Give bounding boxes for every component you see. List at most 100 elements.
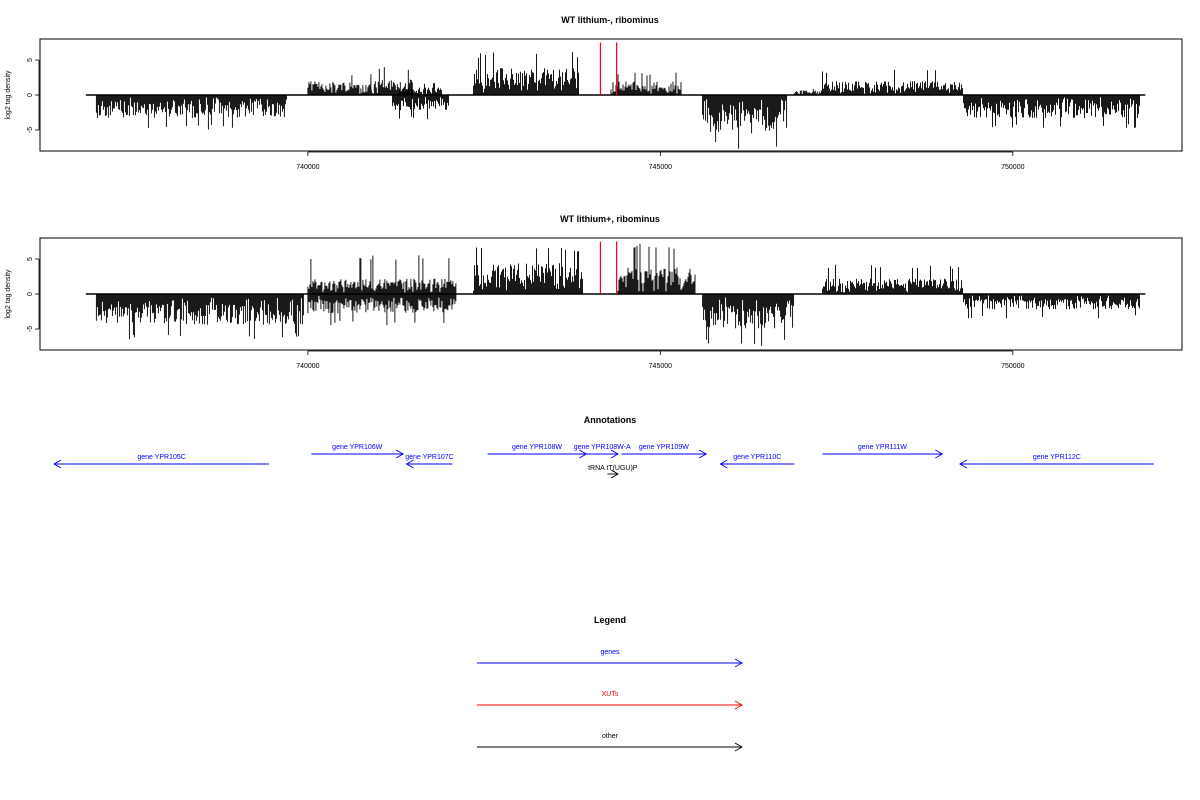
panel-1: WT lithium-, ribominus log2 tag density … xyxy=(5,15,1183,171)
arrowhead-icon xyxy=(53,459,62,469)
x-tick-label: 750000 xyxy=(1001,363,1024,370)
arrowhead-icon xyxy=(734,742,743,752)
signal-bars xyxy=(399,83,442,95)
panel-1-title: WT lithium-, ribominus xyxy=(561,15,659,25)
feature-label: gene YPR110C xyxy=(733,454,781,461)
signal-segment xyxy=(793,89,823,95)
panel-2-x-axis: 740000 745000 750000 xyxy=(296,350,1025,370)
panel-1-signal xyxy=(85,52,1146,149)
arrowhead-icon xyxy=(959,459,968,469)
annotation-feature: gene YPR108W xyxy=(487,444,588,459)
x-tick-label: 740000 xyxy=(296,363,319,370)
signal-segment xyxy=(822,264,963,294)
signal-segment xyxy=(95,294,304,340)
y-tick-label: -5 xyxy=(27,127,34,133)
x-tick-label: 745000 xyxy=(649,363,672,370)
annotation-feature: gene YPR110C xyxy=(719,454,795,469)
panel-2-ylabel: log2 tag density xyxy=(5,269,12,319)
signal-bars xyxy=(307,294,457,326)
panel-2: WT lithium+, ribominus log2 tag density … xyxy=(5,214,1183,370)
y-tick-label: 0 xyxy=(27,292,34,296)
signal-segment xyxy=(963,95,1140,128)
signal-segment xyxy=(473,52,579,95)
feature-label: tRNA tT(UGU)P xyxy=(588,465,638,472)
feature-label: gene YPR108W-A xyxy=(574,444,631,451)
arrowhead-icon xyxy=(610,469,619,479)
annotation-feature: gene YPR108W-A xyxy=(574,444,631,459)
signal-bars xyxy=(617,243,696,294)
signal-segment xyxy=(392,95,449,120)
annotation-features: gene YPR105C gene YPR106W gene YPR107C gene… xyxy=(53,444,1154,479)
signal-bars xyxy=(822,264,963,294)
signal-segment xyxy=(307,255,457,294)
signal-segment xyxy=(702,95,788,149)
panel-2-xut-marks xyxy=(599,241,618,294)
y-tick-label: 5 xyxy=(27,257,34,261)
arrowhead-icon xyxy=(405,459,414,469)
arrowhead-icon xyxy=(734,700,743,710)
feature-label: gene YPR107C xyxy=(405,454,454,461)
panel-1-x-axis: 740000 745000 750000 xyxy=(296,151,1025,171)
arrowhead-icon xyxy=(395,449,404,459)
feature-label: gene YPR105C xyxy=(137,454,186,461)
signal-bars xyxy=(610,72,682,95)
legend-item: other xyxy=(477,733,743,752)
signal-bars xyxy=(963,95,1140,128)
x-tick-label: 745000 xyxy=(649,164,672,171)
feature-label: gene YPR106W xyxy=(332,444,382,451)
signal-bars xyxy=(793,89,823,95)
annotation-feature: gene YPR106W xyxy=(311,444,404,459)
signal-bars xyxy=(963,294,1140,319)
arrowhead-icon xyxy=(734,658,743,668)
signal-segment xyxy=(95,95,287,130)
panel-2-title: WT lithium+, ribominus xyxy=(560,214,660,224)
signal-bars xyxy=(473,52,579,95)
signal-bars xyxy=(307,74,372,95)
panel-1-xut-marks xyxy=(599,42,618,95)
signal-segment xyxy=(399,83,442,95)
y-tick-label: -5 xyxy=(27,326,34,332)
signal-bars xyxy=(702,294,795,346)
panel-2-signal xyxy=(85,243,1146,346)
legend-label: genes xyxy=(600,649,620,656)
legend-items: genes XUTs other xyxy=(477,649,743,752)
signal-segment xyxy=(617,243,696,294)
feature-label: gene YPR112C xyxy=(1033,454,1081,461)
x-tick-label: 740000 xyxy=(296,164,319,171)
signal-bars xyxy=(473,247,583,294)
panel-1-y-axis: -5 0 5 xyxy=(27,58,40,133)
signal-segment xyxy=(822,70,963,95)
legend-item: XUTs xyxy=(477,691,743,710)
panel-1-ylabel: log2 tag density xyxy=(5,70,12,120)
arrowhead-icon xyxy=(698,449,708,459)
signal-bars xyxy=(307,255,457,294)
annotation-feature: gene YPR107C xyxy=(405,454,454,469)
signal-bars xyxy=(95,294,304,340)
panel-1-frame xyxy=(39,38,1183,152)
feature-label: gene YPR108W xyxy=(512,444,562,451)
legend-label: other xyxy=(602,733,619,740)
legend: Legend genes XUTs other xyxy=(477,615,743,752)
feature-label: gene YPR109W xyxy=(639,444,689,451)
annotation-feature: gene YPR105C xyxy=(53,454,270,469)
arrowhead-icon xyxy=(579,449,588,459)
signal-segment xyxy=(307,294,457,326)
annotation-feature: gene YPR111W xyxy=(822,444,944,459)
arrowhead-icon xyxy=(610,449,619,459)
annotation-feature: tRNA tT(UGU)P xyxy=(588,465,638,479)
annotation-feature: gene YPR112C xyxy=(959,454,1154,469)
signal-bars xyxy=(392,95,449,120)
legend-label: XUTs xyxy=(602,691,619,698)
legend-title: Legend xyxy=(594,615,626,625)
signal-bars xyxy=(822,70,963,95)
signal-bars xyxy=(702,95,788,149)
feature-label: gene YPR111W xyxy=(858,444,907,451)
y-tick-label: 0 xyxy=(27,93,34,97)
signal-segment xyxy=(702,294,795,346)
legend-item: genes xyxy=(477,649,743,668)
x-tick-label: 750000 xyxy=(1001,164,1024,171)
signal-segment xyxy=(473,247,583,294)
